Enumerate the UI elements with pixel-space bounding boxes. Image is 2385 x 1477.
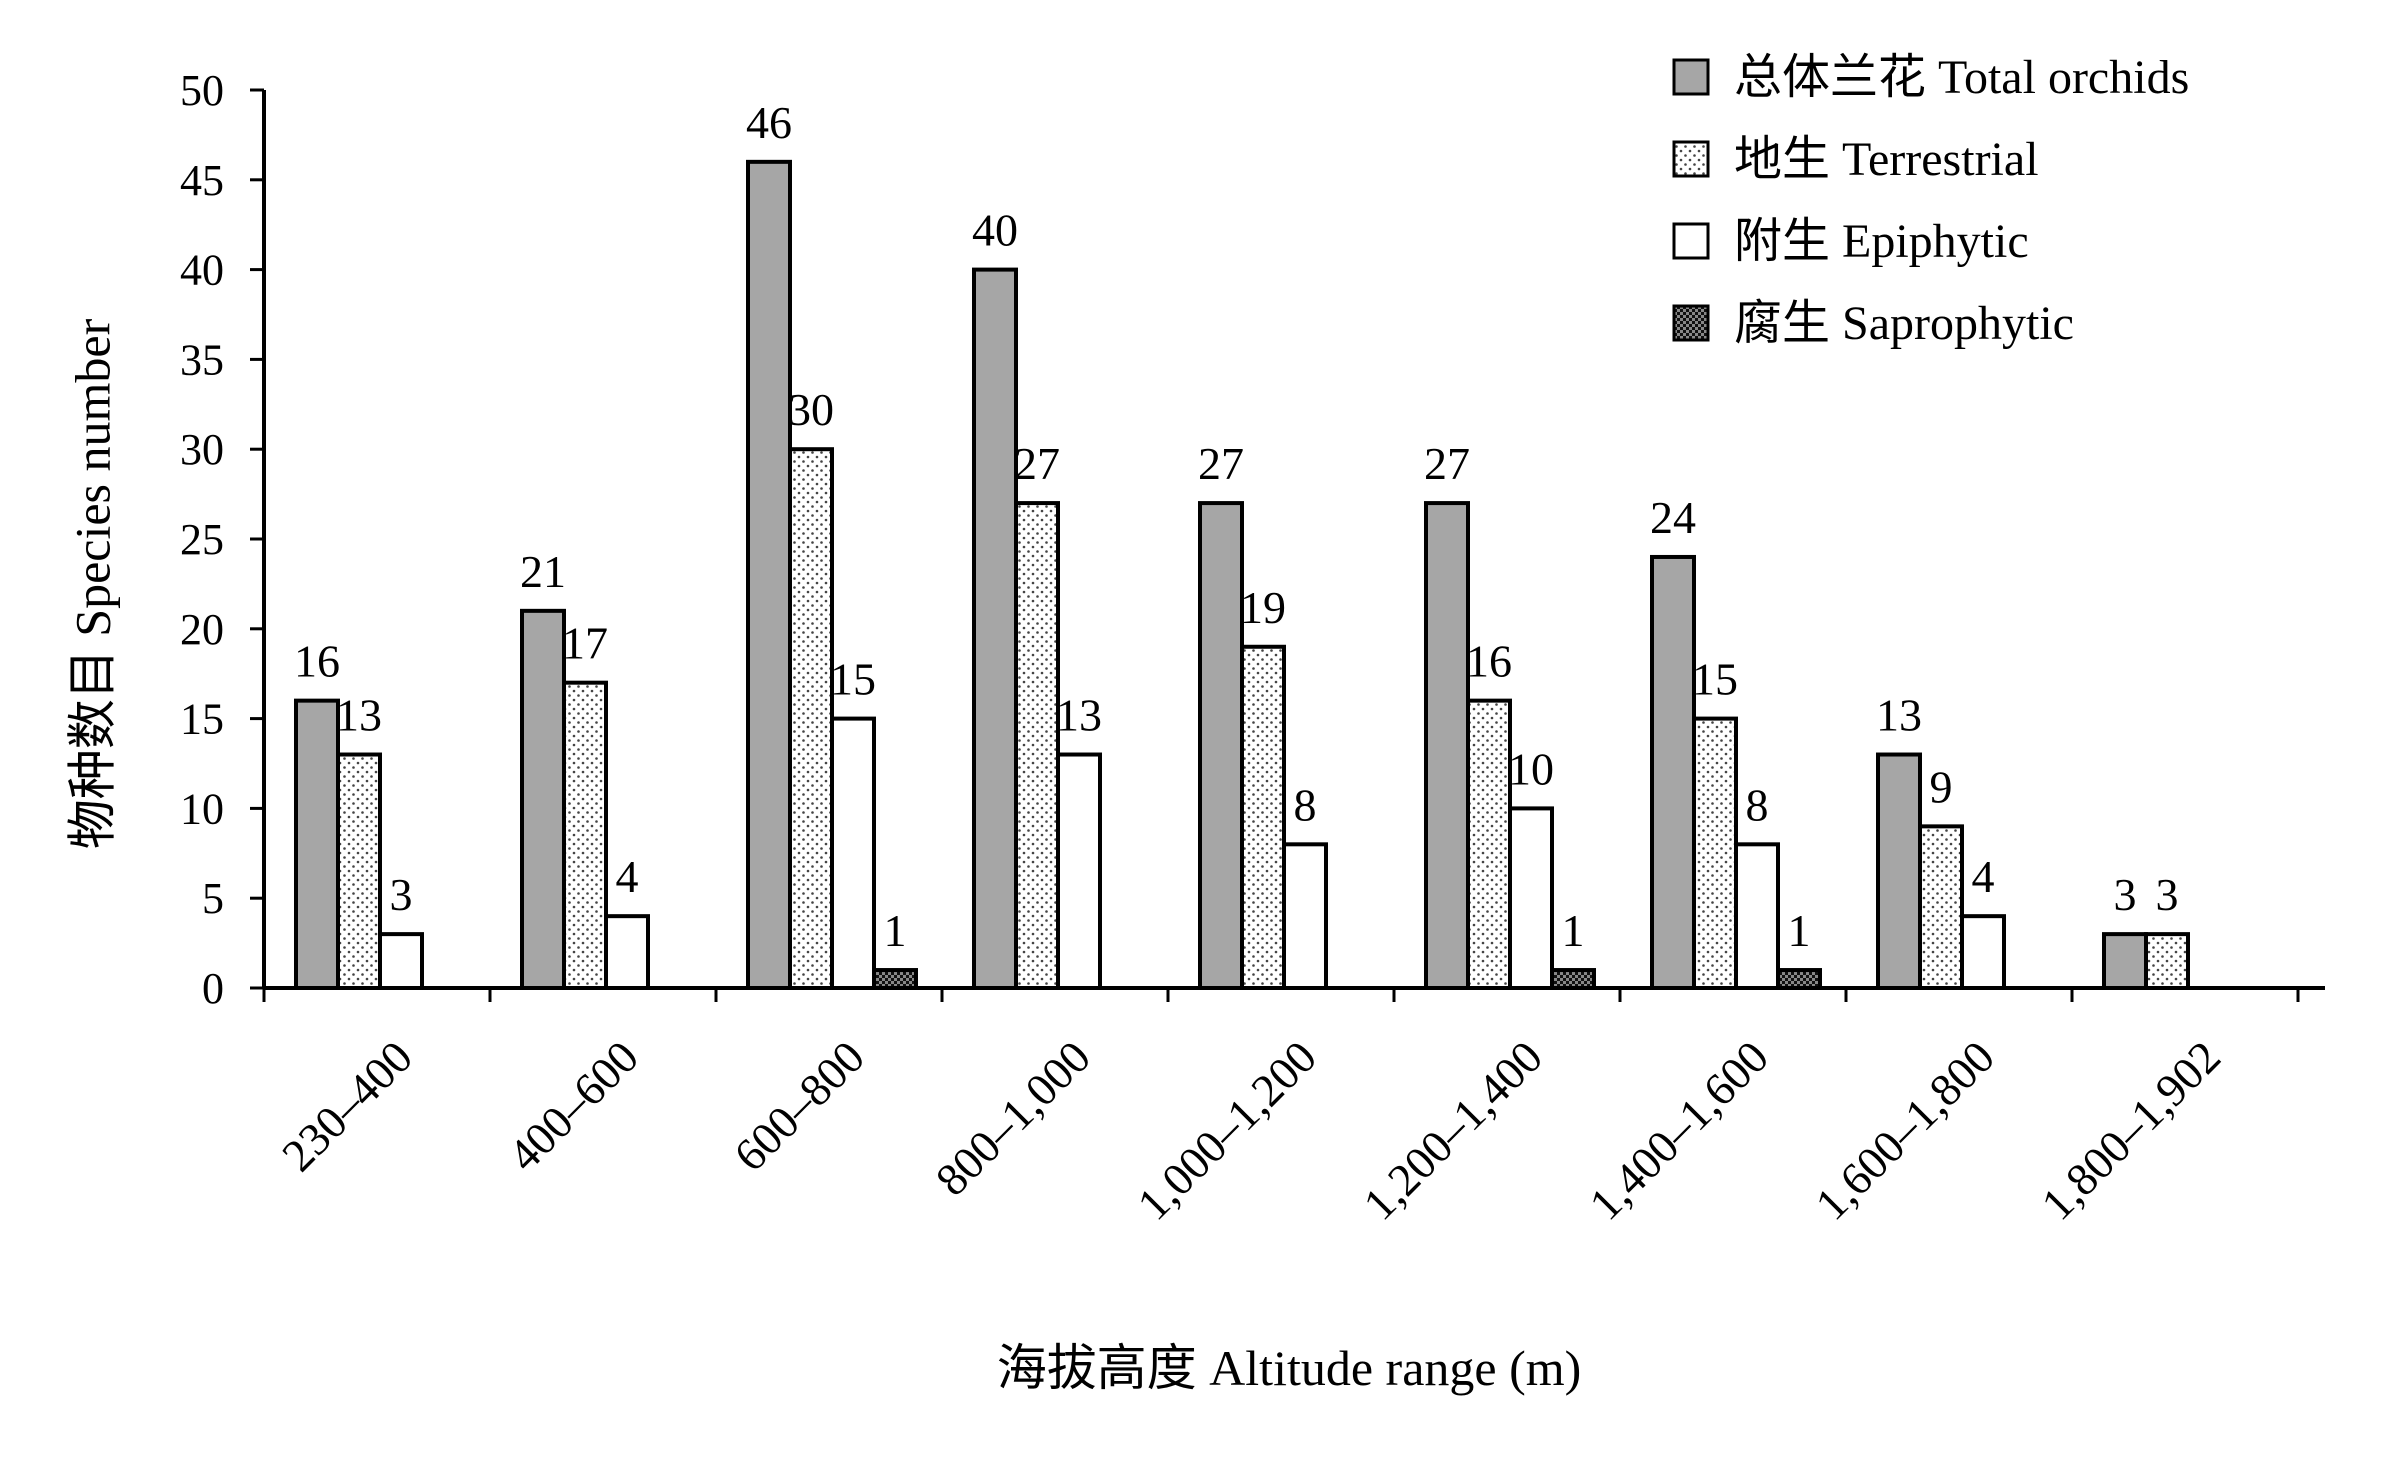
bar-6-1 bbox=[1694, 719, 1736, 988]
data-label-1-2: 4 bbox=[616, 851, 639, 902]
y-tick-label: 0 bbox=[202, 964, 224, 1013]
bar-0-0 bbox=[296, 701, 338, 988]
bar-4-1 bbox=[1242, 647, 1284, 988]
y-tick-label: 20 bbox=[180, 605, 224, 654]
x-axis-title: 海拔高度 Altitude range (m) bbox=[997, 1340, 1582, 1396]
bar-1-2 bbox=[606, 916, 648, 988]
data-label-4-1: 19 bbox=[1240, 582, 1286, 633]
data-label-4-2: 8 bbox=[1294, 779, 1317, 830]
data-label-5-3: 1 bbox=[1562, 905, 1585, 956]
data-label-6-0: 24 bbox=[1650, 492, 1696, 543]
data-label-3-2: 13 bbox=[1056, 690, 1102, 741]
bar-2-1 bbox=[790, 449, 832, 988]
data-label-6-3: 1 bbox=[1788, 905, 1811, 956]
bar-7-0 bbox=[1878, 755, 1920, 988]
y-tick-label: 25 bbox=[180, 515, 224, 564]
x-tick-label: 400–600 bbox=[498, 1031, 648, 1181]
data-label-3-0: 40 bbox=[972, 205, 1018, 256]
bar-3-0 bbox=[974, 270, 1016, 988]
x-tick-label: 1,000–1,200 bbox=[1127, 1031, 1326, 1230]
bar-2-2 bbox=[832, 719, 874, 988]
x-tick-label: 1,600–1,800 bbox=[1805, 1031, 2004, 1230]
bar-5-2 bbox=[1510, 808, 1552, 988]
y-tick-label: 50 bbox=[180, 66, 224, 115]
y-tick-label: 10 bbox=[180, 784, 224, 833]
data-label-2-3: 1 bbox=[884, 905, 907, 956]
legend-label-3: 腐生 Saprophytic bbox=[1734, 297, 2074, 350]
bar-2-0 bbox=[748, 162, 790, 988]
data-label-8-1: 3 bbox=[2156, 869, 2179, 920]
x-tick-label: 800–1,000 bbox=[926, 1031, 1100, 1205]
bar-5-1 bbox=[1468, 701, 1510, 988]
y-tick-label: 30 bbox=[180, 425, 224, 474]
x-tick-label: 1,200–1,400 bbox=[1353, 1031, 1552, 1230]
data-label-4-0: 27 bbox=[1198, 438, 1244, 489]
data-label-5-2: 10 bbox=[1508, 743, 1554, 794]
data-label-5-1: 16 bbox=[1466, 636, 1512, 687]
data-label-1-0: 21 bbox=[520, 546, 566, 597]
data-label-2-0: 46 bbox=[746, 97, 792, 148]
legend-swatch-2 bbox=[1674, 224, 1708, 258]
legend-swatch-3 bbox=[1674, 306, 1708, 340]
y-axis-title: 物种数目 Species number bbox=[64, 318, 120, 849]
bar-5-3 bbox=[1552, 970, 1594, 988]
legend-label-0: 总体兰花 Total orchids bbox=[1734, 51, 2189, 104]
bar-8-1 bbox=[2146, 934, 2188, 988]
x-tick-label: 600–800 bbox=[724, 1031, 874, 1181]
legend-swatch-0 bbox=[1674, 60, 1708, 94]
bar-7-1 bbox=[1920, 826, 1962, 988]
y-tick-label: 35 bbox=[180, 335, 224, 384]
data-label-3-1: 27 bbox=[1014, 438, 1060, 489]
data-label-6-2: 8 bbox=[1746, 779, 1769, 830]
legend: 总体兰花 Total orchids 地生 Terrestrial 附生 Epiph… bbox=[1674, 51, 2189, 350]
bar-4-2 bbox=[1284, 844, 1326, 988]
bar-7-2 bbox=[1962, 916, 2004, 988]
bar-6-3 bbox=[1778, 970, 1820, 988]
bar-1-0 bbox=[522, 611, 564, 988]
bar-8-0 bbox=[2104, 934, 2146, 988]
data-label-5-0: 27 bbox=[1424, 438, 1470, 489]
data-label-0-0: 16 bbox=[294, 636, 340, 687]
data-label-2-2: 15 bbox=[830, 654, 876, 705]
bar-6-0 bbox=[1652, 557, 1694, 988]
legend-label-2: 附生 Epiphytic bbox=[1734, 215, 2029, 268]
bar-5-0 bbox=[1426, 503, 1468, 988]
data-label-7-0: 13 bbox=[1876, 690, 1922, 741]
data-label-6-1: 15 bbox=[1692, 654, 1738, 705]
y-tick-label: 15 bbox=[180, 695, 224, 744]
x-tick-label: 230–400 bbox=[272, 1031, 422, 1181]
bar-2-3 bbox=[874, 970, 916, 988]
data-label-1-1: 17 bbox=[562, 618, 608, 669]
bars bbox=[296, 162, 2188, 988]
legend-swatch-1 bbox=[1674, 142, 1708, 176]
bar-1-1 bbox=[564, 683, 606, 988]
x-tick-label: 1,400–1,600 bbox=[1579, 1031, 1778, 1230]
bar-0-2 bbox=[380, 934, 422, 988]
bar-3-2 bbox=[1058, 755, 1100, 988]
data-label-0-2: 3 bbox=[390, 869, 413, 920]
bar-0-1 bbox=[338, 755, 380, 988]
bar-6-2 bbox=[1736, 844, 1778, 988]
y-tick-label: 5 bbox=[202, 874, 224, 923]
data-label-8-0: 3 bbox=[2114, 869, 2137, 920]
x-tick-label: 1,800–1,902 bbox=[2031, 1031, 2230, 1230]
data-label-0-1: 13 bbox=[336, 690, 382, 741]
bar-3-1 bbox=[1016, 503, 1058, 988]
bar-4-0 bbox=[1200, 503, 1242, 988]
data-label-2-1: 30 bbox=[788, 384, 834, 435]
legend-label-1: 地生 Terrestrial bbox=[1734, 133, 2039, 186]
data-label-7-1: 9 bbox=[1930, 761, 1953, 812]
data-label-7-2: 4 bbox=[1972, 851, 1995, 902]
y-tick-label: 40 bbox=[180, 246, 224, 295]
y-tick-label: 45 bbox=[180, 156, 224, 205]
